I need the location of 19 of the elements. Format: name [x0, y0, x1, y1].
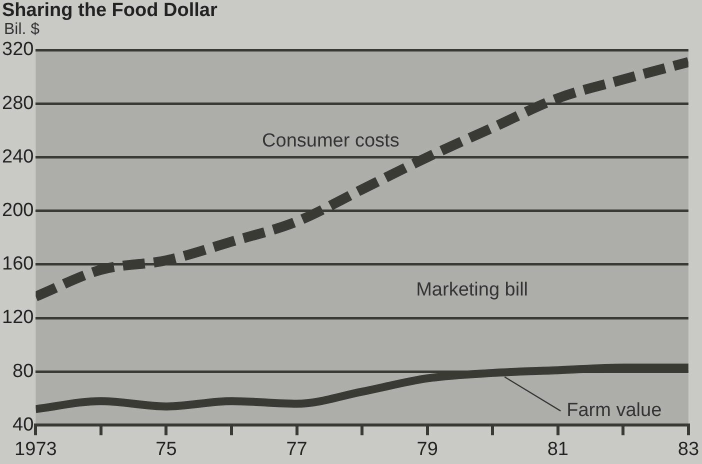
- x-tick-label: 75: [156, 438, 177, 460]
- y-axis-title: Bil. $: [4, 21, 40, 39]
- x-tick-label: 79: [416, 438, 438, 460]
- y-tick-label: 160: [2, 254, 34, 275]
- y-tick-label: 40: [12, 414, 34, 436]
- series-label: Farm value: [566, 400, 662, 422]
- y-tick-label: 320: [2, 39, 34, 60]
- x-tick-label: 1973: [14, 438, 57, 460]
- chart-title: Sharing the Food Dollar: [2, 0, 218, 22]
- y-tick-label: 200: [2, 200, 34, 222]
- x-tick-label: 77: [286, 438, 308, 460]
- y-tick-label: 280: [2, 92, 34, 114]
- x-tick-label: 81: [547, 438, 568, 460]
- series-label: Consumer costs: [262, 130, 400, 152]
- x-tick-label: 83: [678, 438, 700, 460]
- annotation: Marketing bill: [416, 279, 528, 300]
- y-tick-label: 80: [12, 360, 34, 382]
- y-tick-label: 240: [2, 146, 34, 168]
- y-tick-label: 120: [2, 307, 34, 328]
